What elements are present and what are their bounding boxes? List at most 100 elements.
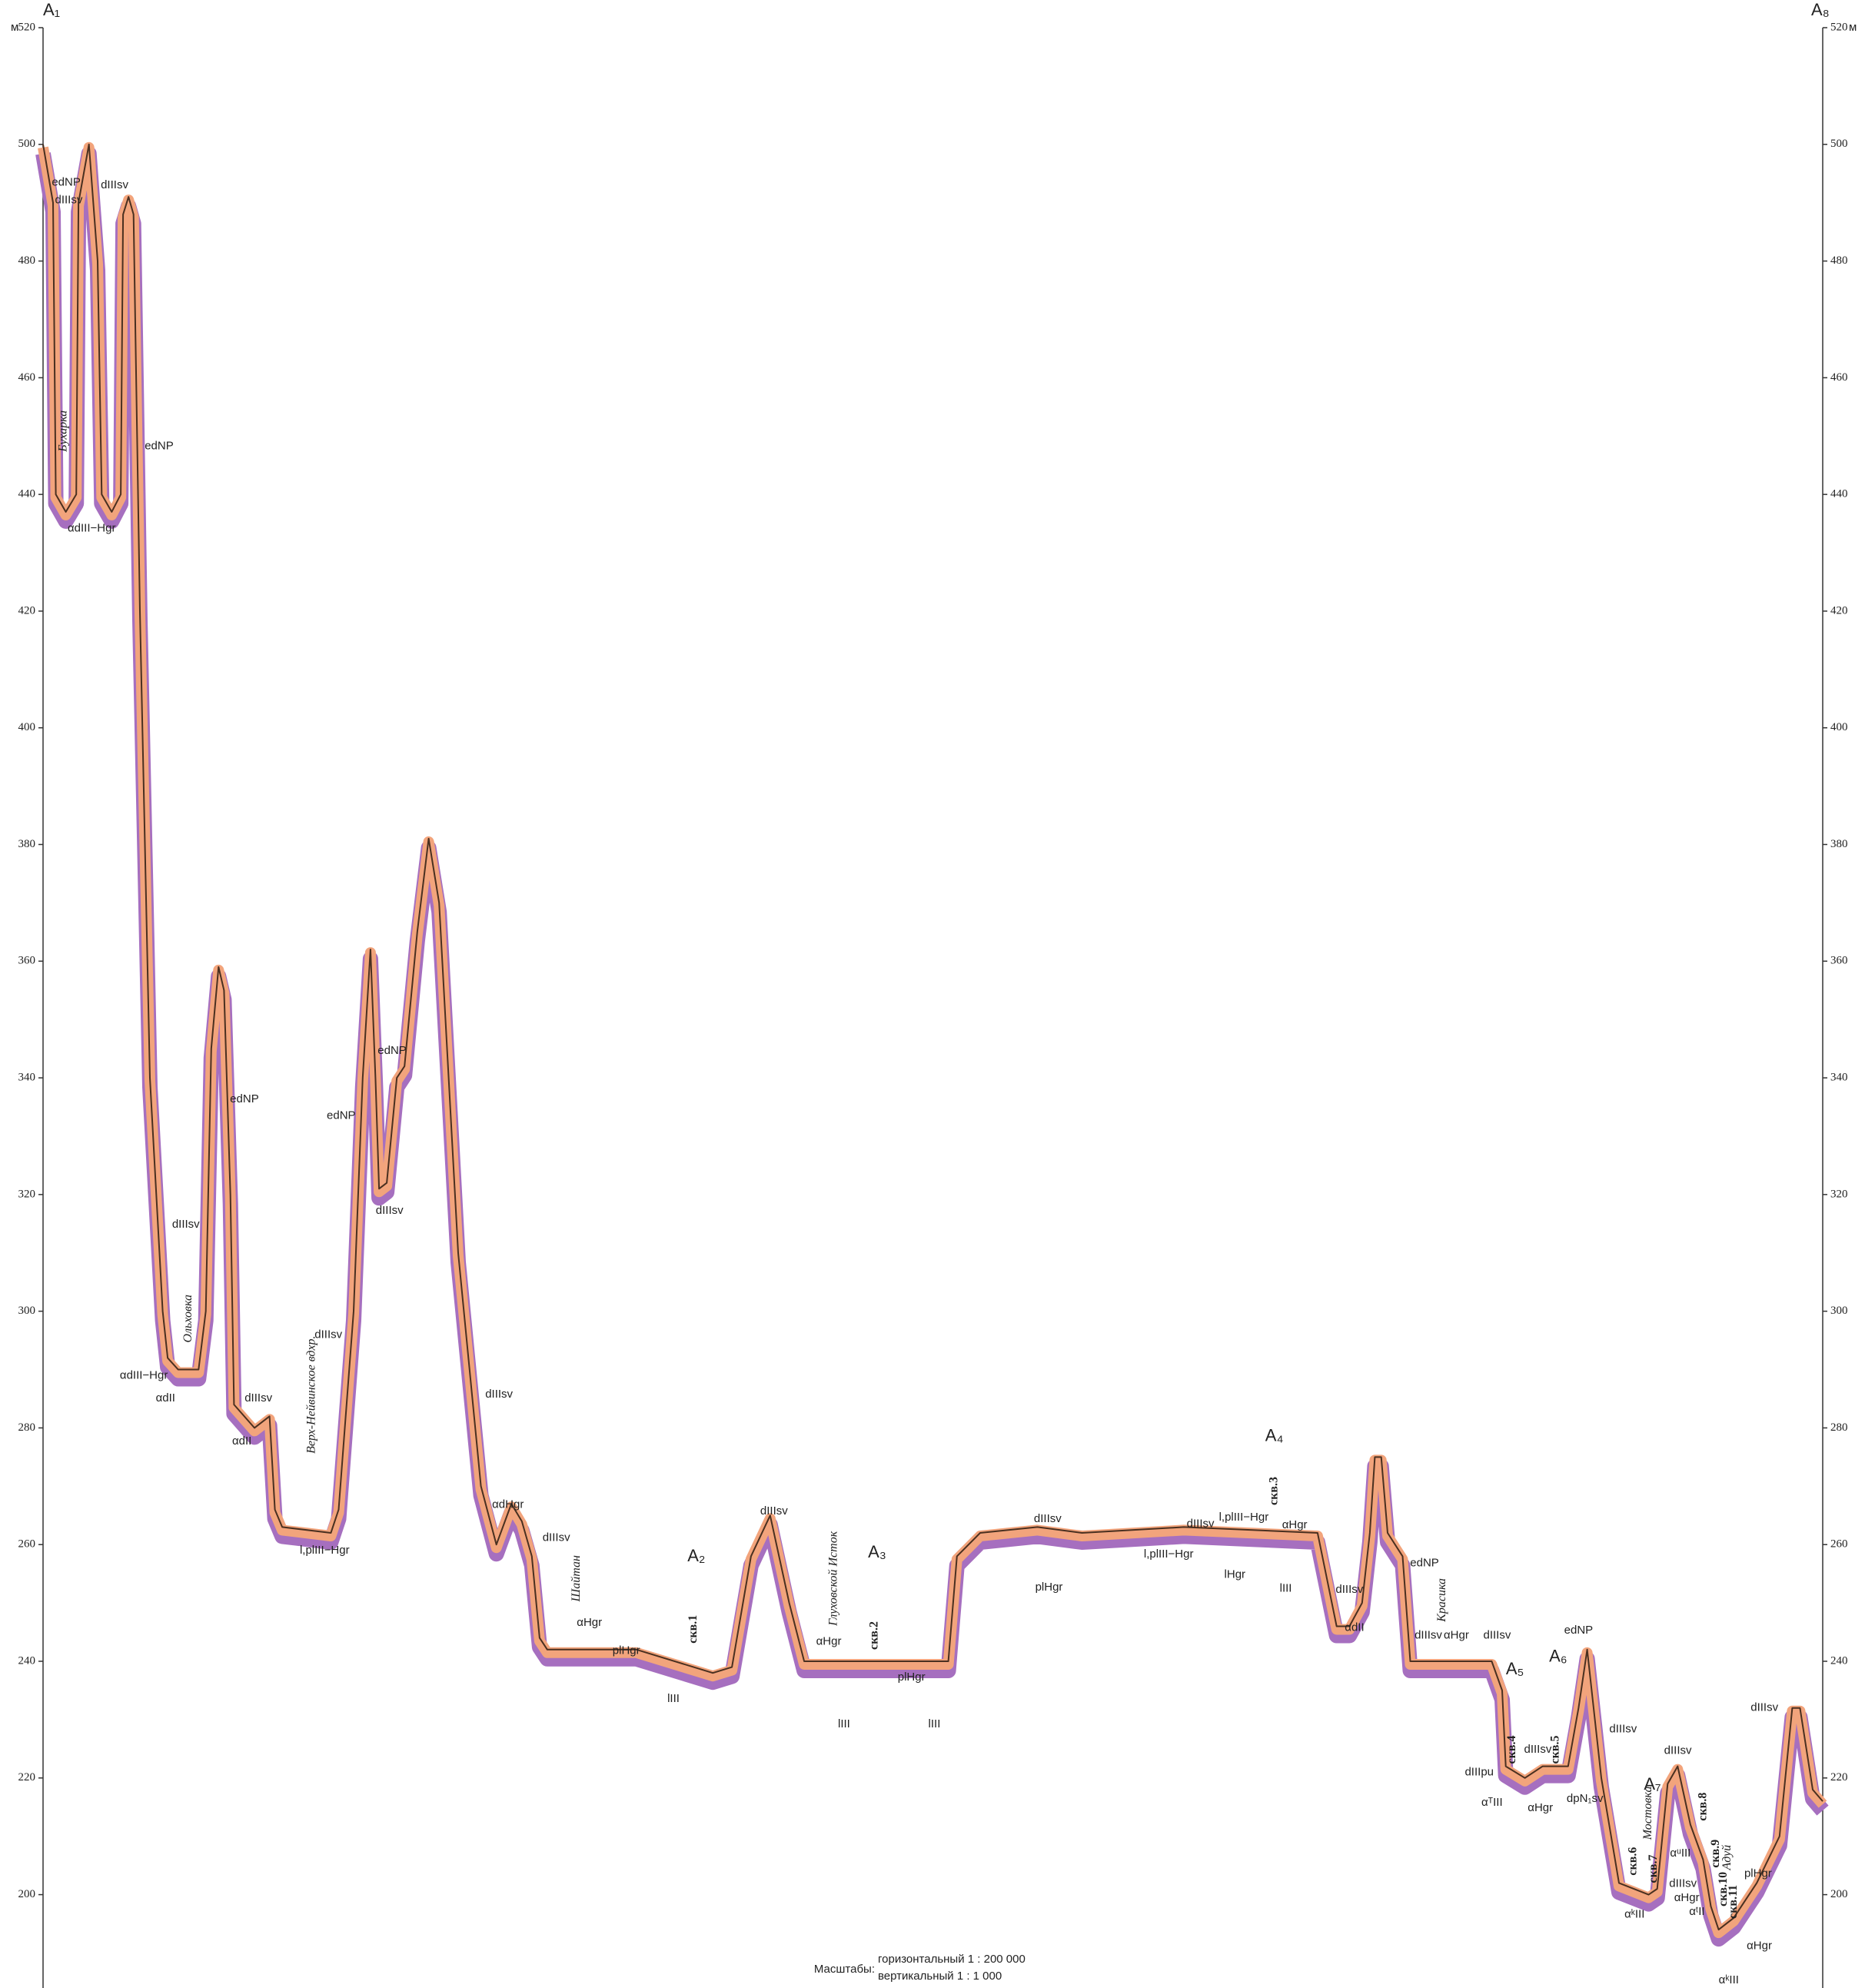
- y-unit: м: [11, 21, 18, 34]
- geology-label: plHgr: [1036, 1581, 1063, 1594]
- geology-label: dIIIsv: [760, 1504, 788, 1518]
- geology-label: edNP: [377, 1044, 407, 1057]
- geology-label: αdIII−Hgr: [68, 522, 115, 535]
- geology-label: dIIIsv: [1483, 1628, 1511, 1641]
- section-point-label: A₄: [1265, 1425, 1284, 1444]
- geology-label: dIIIsv: [1750, 1700, 1778, 1714]
- geology-label: dIIIsv: [1669, 1877, 1697, 1890]
- y-tick-label: 400: [18, 721, 36, 733]
- geology-label: dIIIsv: [1664, 1744, 1692, 1757]
- y-tick-label: 460: [18, 371, 36, 384]
- well-label: скв.6: [1626, 1847, 1639, 1876]
- place-label: Красика: [1435, 1578, 1448, 1623]
- geology-label: αᵗII: [1689, 1905, 1704, 1918]
- geology-label: dIIIsv: [1609, 1723, 1637, 1736]
- geology-label: lIII: [838, 1717, 850, 1730]
- well-label: скв.1: [686, 1615, 700, 1644]
- geology-label: dIIIsv: [55, 194, 82, 207]
- geology-label: edNP: [52, 175, 81, 188]
- y-tick-label: 360: [18, 955, 36, 967]
- geology-label: αHgr: [1444, 1628, 1469, 1641]
- y-tick-label: 420: [18, 604, 36, 617]
- geology-label: αHgr: [1747, 1940, 1772, 1953]
- well-label: скв.7: [1647, 1854, 1660, 1883]
- y2-tick-label: 480: [1830, 254, 1848, 267]
- geology-label: dIIIsv: [1034, 1512, 1062, 1525]
- geology-label: αᵏIII: [1624, 1907, 1644, 1920]
- scale-horizontal: горизонтальный 1 : 200 000: [878, 1953, 1026, 1966]
- geology-label: αdII: [1345, 1621, 1364, 1634]
- geology-label: dIIIsv: [1187, 1517, 1215, 1530]
- geology-label: dIIIsv: [543, 1531, 570, 1544]
- geology-label: αHgr: [1528, 1801, 1553, 1814]
- well-label: скв.4: [1505, 1735, 1518, 1764]
- place-label: Верх-Нейвинское вдхр.: [304, 1335, 317, 1453]
- y2-tick-label: 440: [1830, 488, 1848, 500]
- well-label: скв.10: [1717, 1872, 1730, 1907]
- geology-label: l,plIII−Hgr: [1144, 1548, 1194, 1561]
- y-tick-label: 280: [18, 1421, 36, 1434]
- place-label: Адуй: [1720, 1845, 1734, 1871]
- y-tick-label: 300: [18, 1305, 36, 1317]
- geology-label: dIIIsv: [1335, 1583, 1363, 1596]
- geology-label: αᵘIII: [1670, 1847, 1690, 1860]
- geology-label: edNP: [1410, 1556, 1439, 1569]
- geology-label: dIIIsv: [485, 1388, 513, 1401]
- geology-label: plHgr: [1744, 1867, 1772, 1880]
- place-label: Шайтан: [570, 1555, 583, 1602]
- y2-tick-label: 320: [1830, 1188, 1848, 1200]
- y2-tick-label: 200: [1830, 1888, 1848, 1900]
- y2-tick-label: 500: [1830, 138, 1848, 150]
- geology-label: dIIIsv: [376, 1204, 404, 1217]
- y2-tick-label: 260: [1830, 1538, 1848, 1551]
- geology-label: dIIIsv: [172, 1218, 200, 1231]
- geology-label: αdII: [232, 1434, 251, 1448]
- y-tick-label: 380: [18, 838, 36, 850]
- well-label: скв.5: [1548, 1735, 1561, 1764]
- y2-tick-label: 520: [1830, 21, 1848, 33]
- well-label: скв.8: [1696, 1793, 1709, 1821]
- profile-line: [42, 143, 1823, 1931]
- geology-label: αdHgr: [492, 1498, 524, 1511]
- section-point-label: A₂: [687, 1546, 705, 1565]
- section-end-label: A₈: [1811, 0, 1830, 19]
- y-tick-label: 520: [18, 21, 36, 33]
- place-label: Бухарка: [56, 411, 69, 453]
- y-tick-label: 500: [18, 138, 36, 150]
- y2-unit: м: [1849, 21, 1857, 34]
- section-point-label: A₆: [1549, 1646, 1567, 1665]
- y2-tick-label: 220: [1830, 1771, 1848, 1784]
- geology-label: αᵏIII: [1719, 1973, 1739, 1986]
- y2-tick-label: 380: [1830, 838, 1848, 850]
- geology-label: dpN₁sv: [1567, 1792, 1604, 1805]
- well-label: скв.3: [1267, 1477, 1280, 1505]
- section-start-label: A₁: [43, 0, 60, 19]
- geology-label: dIIIsv: [1415, 1628, 1442, 1641]
- section-point-label: A₃: [868, 1542, 886, 1561]
- y-tick-label: 200: [18, 1888, 36, 1900]
- geology-label: dIIIpu: [1464, 1766, 1494, 1779]
- section-point-label: A₅: [1506, 1659, 1524, 1678]
- well-label: скв.9: [1709, 1840, 1722, 1868]
- geology-label: l,plIII−Hgr: [1219, 1511, 1269, 1524]
- y-tick-label: 240: [18, 1654, 36, 1667]
- y2-tick-label: 240: [1830, 1654, 1848, 1667]
- geology-label: edNP: [230, 1092, 259, 1105]
- y-tick-label: 340: [18, 1072, 36, 1084]
- geology-label: αHgr: [577, 1616, 602, 1629]
- well-label: скв.11: [1727, 1885, 1740, 1919]
- y2-tick-label: 280: [1830, 1421, 1848, 1434]
- geology-label: αHgr: [816, 1635, 842, 1648]
- geology-label: lHgr: [1225, 1567, 1246, 1581]
- geology-label: lIII: [929, 1717, 941, 1730]
- y2-tick-label: 460: [1830, 371, 1848, 384]
- scale-vertical: вертикальный 1 : 1 000: [878, 1970, 1002, 1983]
- geology-label: l,plIII−Hgr: [300, 1544, 350, 1557]
- y2-tick-label: 300: [1830, 1305, 1848, 1317]
- geology-label: dIIIsv: [314, 1328, 342, 1341]
- geology-label: αHgr: [1282, 1518, 1308, 1531]
- geology-label: plHgr: [898, 1671, 926, 1684]
- y-tick-label: 440: [18, 488, 36, 500]
- y2-tick-label: 360: [1830, 955, 1848, 967]
- geology-label: lIII: [1280, 1581, 1292, 1594]
